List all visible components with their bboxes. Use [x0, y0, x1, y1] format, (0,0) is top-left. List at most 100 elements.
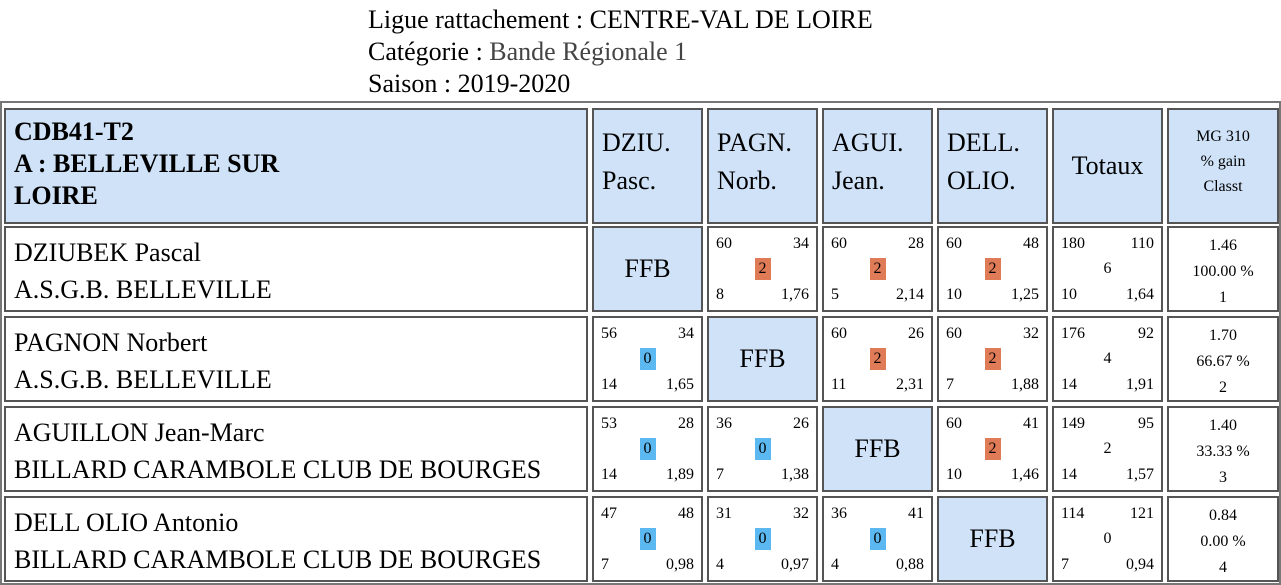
player-club: BILLARD CARAMBOLE CLUB DE BOURGES [14, 455, 542, 484]
player-club: A.S.G.B. BELLEVILLE [14, 365, 272, 394]
total-innings: 10 [1061, 286, 1077, 303]
opponent-points: 48 [1023, 235, 1039, 252]
mg-label: MG 310 [1196, 128, 1250, 145]
player-cell: DELL OLIO Antonio BILLARD CARAMBOLE CLUB … [4, 496, 588, 582]
match-cell: 60 34 2 8 1,76 [707, 226, 818, 312]
team-header: CDB41-T2 A : BELLEVILLE SUR LOIRE [4, 108, 588, 224]
innings: 14 [601, 466, 617, 483]
opponent-points: 41 [1023, 415, 1039, 432]
innings: 10 [946, 466, 962, 483]
average: 1,25 [1011, 286, 1039, 303]
match-cell: 31 32 0 4 0,97 [707, 496, 818, 582]
innings: 7 [601, 556, 609, 573]
average: 2,14 [896, 286, 924, 303]
totals-label: Totaux [1071, 151, 1144, 180]
points-scored: 60 [831, 235, 847, 252]
general-average: 1.70 [1209, 327, 1237, 344]
ffb-label: FFB [624, 254, 671, 283]
innings: 8 [716, 286, 724, 303]
column-header-1: DZIU. Pasc. [592, 108, 703, 224]
total-innings: 14 [1061, 376, 1077, 393]
match-points-badge: 2 [984, 258, 1001, 280]
column-header-line2: Pasc. [602, 166, 657, 195]
opponent-points: 41 [908, 505, 924, 522]
column-header-line1: DELL. [947, 128, 1020, 157]
average: 1,65 [666, 376, 694, 393]
player-name: DELL OLIO Antonio [14, 508, 239, 537]
player-cell: AGUILLON Jean-Marc BILLARD CARAMBOLE CLUB… [4, 406, 588, 492]
match-cell: 47 48 0 7 0,98 [592, 496, 703, 582]
totals-cell: 149 95 2 14 1,57 [1052, 406, 1163, 492]
total-points: 180 [1061, 235, 1085, 252]
average: 1,88 [1011, 376, 1039, 393]
totals-cell: 180 110 6 10 1,64 [1052, 226, 1163, 312]
ranking: 1 [1219, 289, 1227, 306]
ffb-label: FFB [854, 434, 901, 463]
ffb-label: FFB [969, 524, 1016, 553]
saison-label: Saison : [368, 69, 458, 98]
innings: 7 [716, 466, 724, 483]
match-points-badge: 0 [754, 438, 771, 460]
column-header-line1: PAGN. [717, 128, 792, 157]
ligue-line: Ligue rattachement : CENTRE-VAL DE LOIRE [368, 4, 873, 36]
pct-gain-label: % gain [1200, 153, 1246, 170]
match-cell: 56 34 0 14 1,65 [592, 316, 703, 402]
total-average: 1,64 [1126, 286, 1154, 303]
team-name-line1: A : BELLEVILLE SUR [14, 149, 280, 178]
column-header-2: PAGN. Norb. [707, 108, 818, 224]
match-points-badge: 0 [639, 348, 656, 370]
points-scored: 60 [716, 235, 732, 252]
ranking: 4 [1219, 559, 1227, 576]
average: 0,97 [781, 556, 809, 573]
match-points-badge: 0 [639, 528, 656, 550]
ffb-cell: FFB [707, 316, 818, 402]
total-match-points: 2 [1103, 440, 1112, 457]
player-name: DZIUBEK Pascal [14, 238, 202, 267]
win-percentage: 33.33 % [1196, 443, 1250, 460]
ffb-cell: FFB [592, 226, 703, 312]
column-header-4: DELL. OLIO. [937, 108, 1048, 224]
win-percentage: 100.00 % [1192, 263, 1254, 280]
average: 2,31 [896, 376, 924, 393]
points-scored: 60 [946, 415, 962, 432]
innings: 10 [946, 286, 962, 303]
total-match-points: 4 [1103, 350, 1112, 367]
totals-cell: 114 121 0 7 0,94 [1052, 496, 1163, 582]
match-cell: 60 41 2 10 1,46 [937, 406, 1048, 492]
match-cell: 60 28 2 5 2,14 [822, 226, 933, 312]
total-points: 176 [1061, 325, 1085, 342]
innings: 5 [831, 286, 839, 303]
total-average: 1,91 [1126, 376, 1154, 393]
points-scored: 60 [831, 325, 847, 342]
match-points-badge: 0 [869, 528, 886, 550]
points-scored: 36 [831, 505, 847, 522]
ffb-cell: FFB [822, 406, 933, 492]
match-cell: 60 48 2 10 1,25 [937, 226, 1048, 312]
stats-cell: 1.70 66.67 % 2 [1167, 316, 1279, 402]
total-points: 149 [1061, 415, 1085, 432]
player-club: BILLARD CARAMBOLE CLUB DE BOURGES [14, 545, 542, 574]
points-scored: 60 [946, 235, 962, 252]
match-cell: 60 32 2 7 1,88 [937, 316, 1048, 402]
column-header-line1: DZIU. [602, 128, 671, 157]
total-opponent-points: 121 [1130, 505, 1154, 522]
opponent-points: 48 [678, 505, 694, 522]
column-header-line2: Jean. [832, 166, 885, 195]
page-header: Ligue rattachement : CENTRE-VAL DE LOIRE… [368, 4, 873, 100]
match-cell: 36 26 0 7 1,38 [707, 406, 818, 492]
ffb-label: FFB [739, 344, 786, 373]
total-innings: 7 [1061, 556, 1069, 573]
innings: 11 [831, 376, 847, 393]
innings: 14 [601, 376, 617, 393]
ranking: 3 [1219, 469, 1227, 486]
classement-label: Classt [1203, 178, 1243, 195]
general-average: 0.84 [1209, 507, 1237, 524]
categorie-line: Catégorie : Bande Régionale 1 [368, 36, 873, 68]
average: 0,98 [666, 556, 694, 573]
average: 1,46 [1011, 466, 1039, 483]
match-points-badge: 2 [984, 348, 1001, 370]
totals-cell: 176 92 4 14 1,91 [1052, 316, 1163, 402]
points-scored: 31 [716, 505, 732, 522]
innings: 7 [946, 376, 954, 393]
column-header-line2: OLIO. [947, 166, 1016, 195]
